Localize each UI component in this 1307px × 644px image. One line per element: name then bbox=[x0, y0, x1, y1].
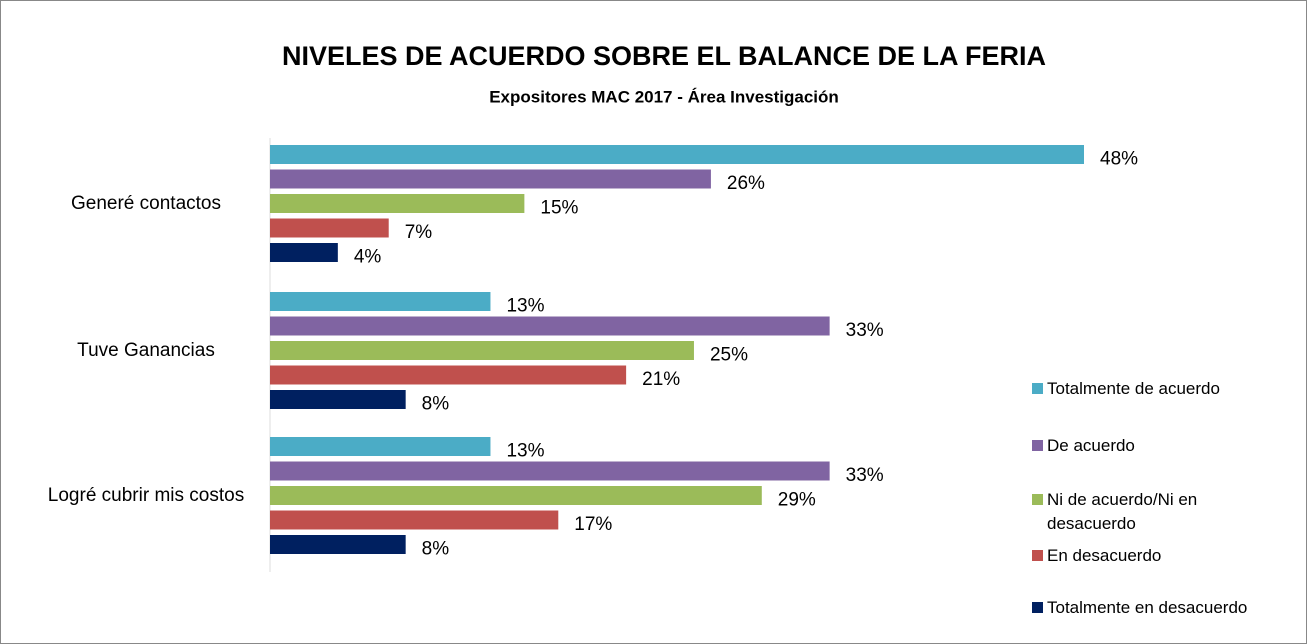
legend-swatch bbox=[1032, 550, 1043, 561]
legend-label: Ni de acuerdo/Ni en desacuerdo bbox=[1047, 490, 1198, 533]
category-label: Tuve Ganancias bbox=[77, 339, 215, 361]
data-label: 7% bbox=[405, 222, 433, 243]
bar bbox=[270, 390, 406, 409]
bar bbox=[270, 510, 559, 530]
data-label: 26% bbox=[727, 173, 765, 194]
bar bbox=[270, 535, 406, 554]
legend-swatch bbox=[1032, 440, 1043, 451]
legend-item: En desacuerdo bbox=[1030, 544, 1300, 568]
legend-swatch bbox=[1032, 602, 1043, 613]
data-label: 25% bbox=[710, 345, 748, 366]
bar bbox=[270, 437, 491, 456]
data-label: 13% bbox=[506, 296, 544, 317]
bar bbox=[270, 218, 389, 238]
data-label: 8% bbox=[422, 394, 450, 415]
legend-label: Totalmente en desacuerdo bbox=[1047, 598, 1248, 617]
data-label: 21% bbox=[642, 369, 680, 390]
bar bbox=[270, 145, 1084, 164]
data-label: 33% bbox=[846, 465, 884, 486]
legend-swatch bbox=[1032, 494, 1043, 505]
legend-label: En desacuerdo bbox=[1047, 546, 1162, 565]
bar bbox=[270, 461, 830, 481]
data-label: 29% bbox=[778, 490, 816, 511]
legend-item: Totalmente en desacuerdo bbox=[1030, 596, 1300, 620]
data-label: 17% bbox=[574, 514, 612, 535]
legend-item: De acuerdo bbox=[1030, 434, 1300, 458]
data-label: 48% bbox=[1100, 149, 1138, 170]
bar bbox=[270, 243, 338, 262]
bar bbox=[270, 365, 627, 385]
data-label: 15% bbox=[540, 198, 578, 219]
bar bbox=[270, 292, 491, 311]
category-label: Generé contactos bbox=[71, 192, 221, 214]
chart-title: NIVELES DE ACUERDO SOBRE EL BALANCE DE L… bbox=[282, 41, 1046, 71]
bar bbox=[270, 341, 694, 360]
data-label: 4% bbox=[354, 247, 382, 268]
legend-label: De acuerdo bbox=[1047, 436, 1135, 455]
legend-swatch bbox=[1032, 383, 1043, 394]
data-label: 13% bbox=[506, 441, 544, 462]
data-label: 33% bbox=[846, 320, 884, 341]
bar bbox=[270, 194, 525, 213]
bar bbox=[270, 169, 711, 189]
legend-label: Totalmente de acuerdo bbox=[1047, 379, 1220, 398]
chart-subtitle: Expositores MAC 2017 - Área Investigació… bbox=[489, 87, 839, 106]
data-label: 8% bbox=[422, 539, 450, 560]
legend-item: Ni de acuerdo/Ni en desacuerdo bbox=[1030, 488, 1300, 536]
legend-item: Totalmente de acuerdo bbox=[1030, 377, 1300, 401]
bar bbox=[270, 316, 830, 336]
bar bbox=[270, 486, 762, 505]
category-label: Logré cubrir mis costos bbox=[47, 484, 245, 506]
